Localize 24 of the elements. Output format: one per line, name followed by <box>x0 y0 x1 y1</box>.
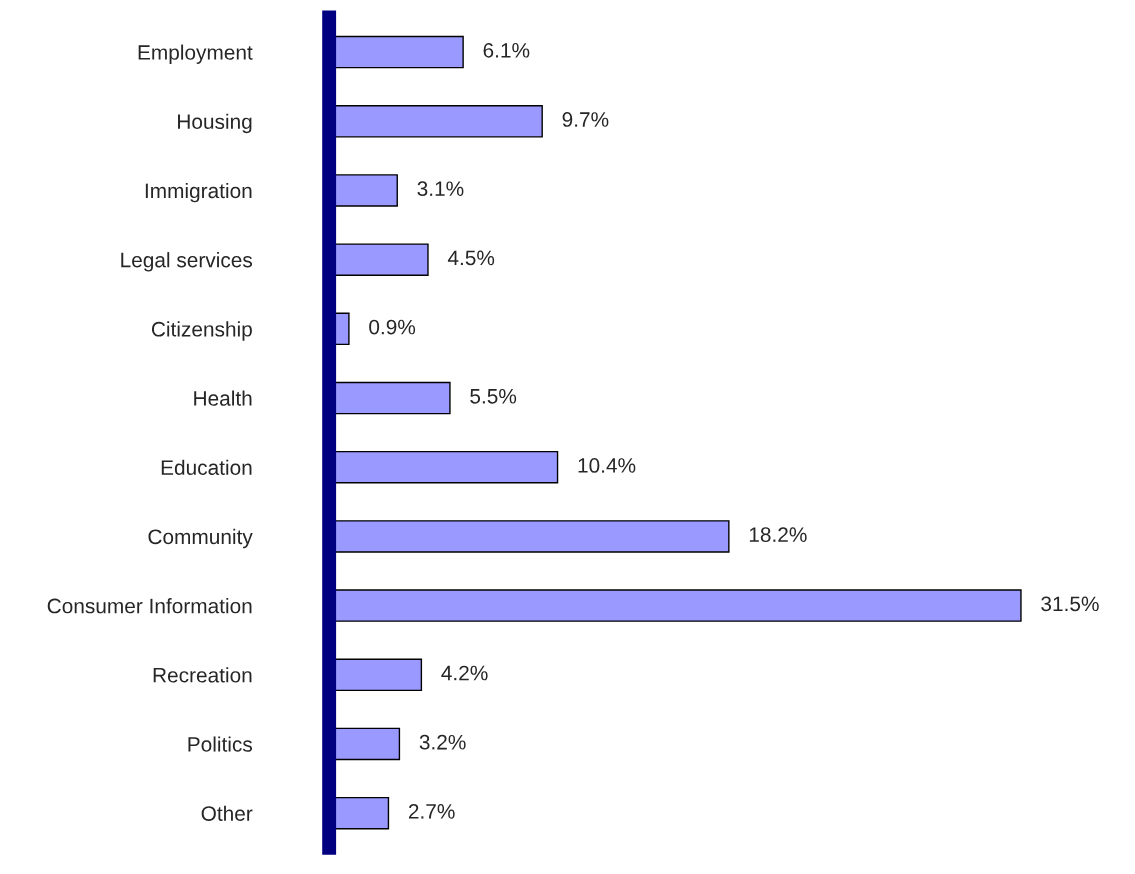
y-tick-label: Employment <box>138 44 253 64</box>
data-label: 18.2% <box>749 527 807 543</box>
data-label: 3.2% <box>419 734 466 750</box>
data-label: 9.7% <box>562 112 609 127</box>
data-label: 6.1% <box>483 42 530 58</box>
data-label: 3.1% <box>417 181 464 197</box>
y-tick-label: Recreation <box>153 667 252 683</box>
y-tick-label: Education <box>161 459 252 475</box>
y-tick-label: Consumer Information <box>47 598 252 614</box>
y-tick-label: Health <box>194 390 252 406</box>
data-label: 5.5% <box>470 388 517 404</box>
data-label: 10.4% <box>578 458 636 473</box>
y-tick-label: Immigration <box>145 182 252 203</box>
y-tick-label: Housing <box>178 113 252 134</box>
y-tick-label: Other <box>201 805 253 821</box>
y-tick-label: Community <box>148 528 253 549</box>
y-tick-label: Citizenship <box>151 321 252 341</box>
data-label: 0.9% <box>369 319 416 335</box>
data-label: 4.2% <box>441 665 488 681</box>
data-label: 2.7% <box>408 804 455 819</box>
data-label: 4.5% <box>447 250 495 266</box>
data-label: 31.5% <box>1041 596 1099 612</box>
y-tick-label: Legal services <box>121 252 253 272</box>
y-tick-label: Politics <box>188 736 253 752</box>
